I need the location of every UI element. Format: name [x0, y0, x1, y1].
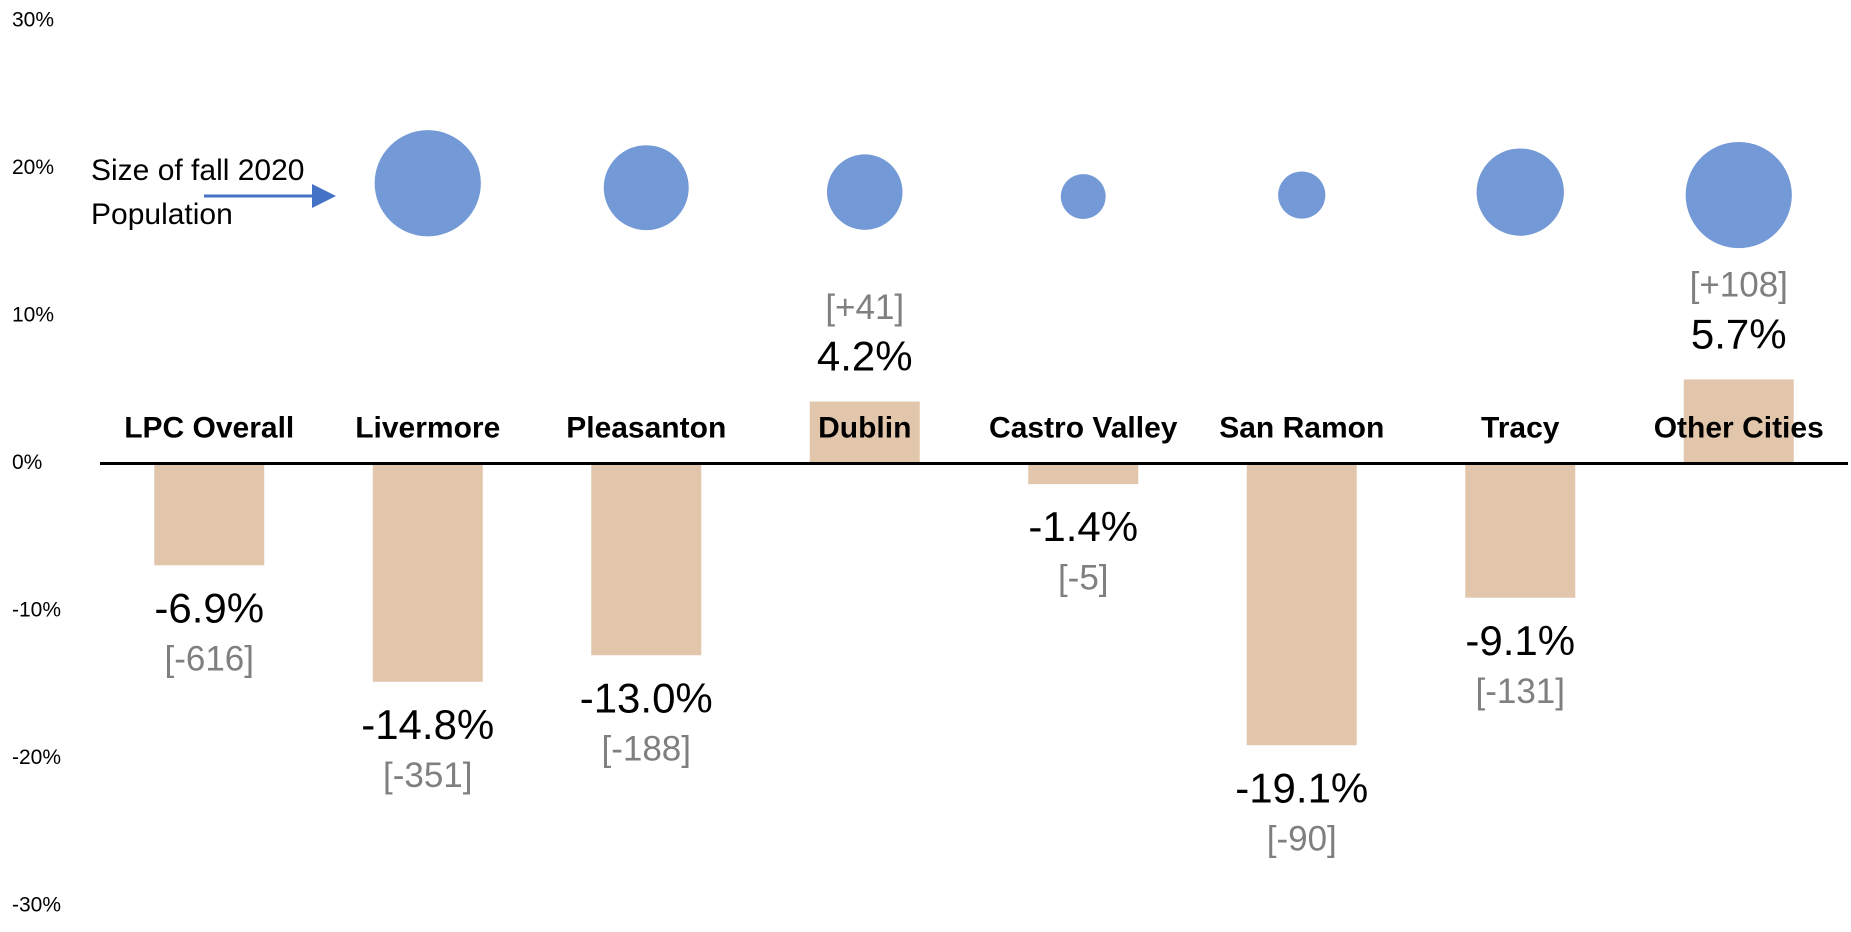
annotation: Size of fall 2020 — [91, 154, 304, 187]
count-label: [-131] — [1476, 672, 1566, 711]
annotation: Population — [91, 198, 233, 231]
value-label: -14.8% — [361, 701, 494, 748]
bubble — [374, 130, 481, 237]
y-tick-label: 10% — [12, 304, 54, 327]
count-label: [-90] — [1267, 819, 1337, 858]
bubble — [1278, 171, 1326, 219]
bubble — [826, 154, 903, 230]
x-tick-label: LPC Overall — [124, 411, 294, 444]
y-tick-label: -30% — [12, 894, 61, 917]
bubble — [1060, 174, 1106, 219]
bar — [591, 463, 702, 656]
y-tick-label: -20% — [12, 746, 61, 769]
value-label: -6.9% — [154, 584, 264, 631]
x-tick-label: Livermore — [355, 411, 500, 444]
y-tick-label: 0% — [12, 451, 42, 474]
bubble — [1685, 141, 1792, 249]
bar — [1028, 463, 1139, 485]
value-label: 5.7% — [1691, 311, 1787, 358]
count-label: [+108] — [1690, 266, 1788, 305]
bar — [809, 401, 920, 464]
bar — [1683, 379, 1794, 464]
y-tick-label: -10% — [12, 599, 61, 622]
value-label: 4.2% — [817, 333, 913, 380]
value-label: -19.1% — [1235, 764, 1368, 811]
bar — [372, 463, 483, 682]
x-tick-label: Tracy — [1481, 411, 1560, 444]
count-label: [-616] — [165, 640, 255, 679]
value-label: -13.0% — [580, 674, 713, 721]
bubble — [603, 145, 689, 231]
count-label: [-5] — [1058, 558, 1109, 597]
bar — [1246, 463, 1357, 746]
count-label: [+41] — [825, 288, 904, 327]
count-label: [-188] — [602, 730, 692, 769]
x-tick-label: San Ramon — [1219, 411, 1384, 444]
y-tick-label: 20% — [12, 156, 54, 179]
x-tick-label: Dublin — [818, 411, 911, 444]
x-tick-label: Other Cities — [1654, 411, 1824, 444]
bubble — [1476, 148, 1564, 236]
count-label: [-351] — [383, 756, 473, 795]
y-tick-label: 30% — [12, 9, 54, 32]
value-label: -9.1% — [1465, 617, 1575, 664]
x-tick-label: Castro Valley — [989, 411, 1178, 444]
bar — [1465, 463, 1576, 598]
bar — [154, 463, 265, 566]
x-tick-label: Pleasanton — [566, 411, 726, 444]
value-label: -1.4% — [1028, 503, 1138, 550]
